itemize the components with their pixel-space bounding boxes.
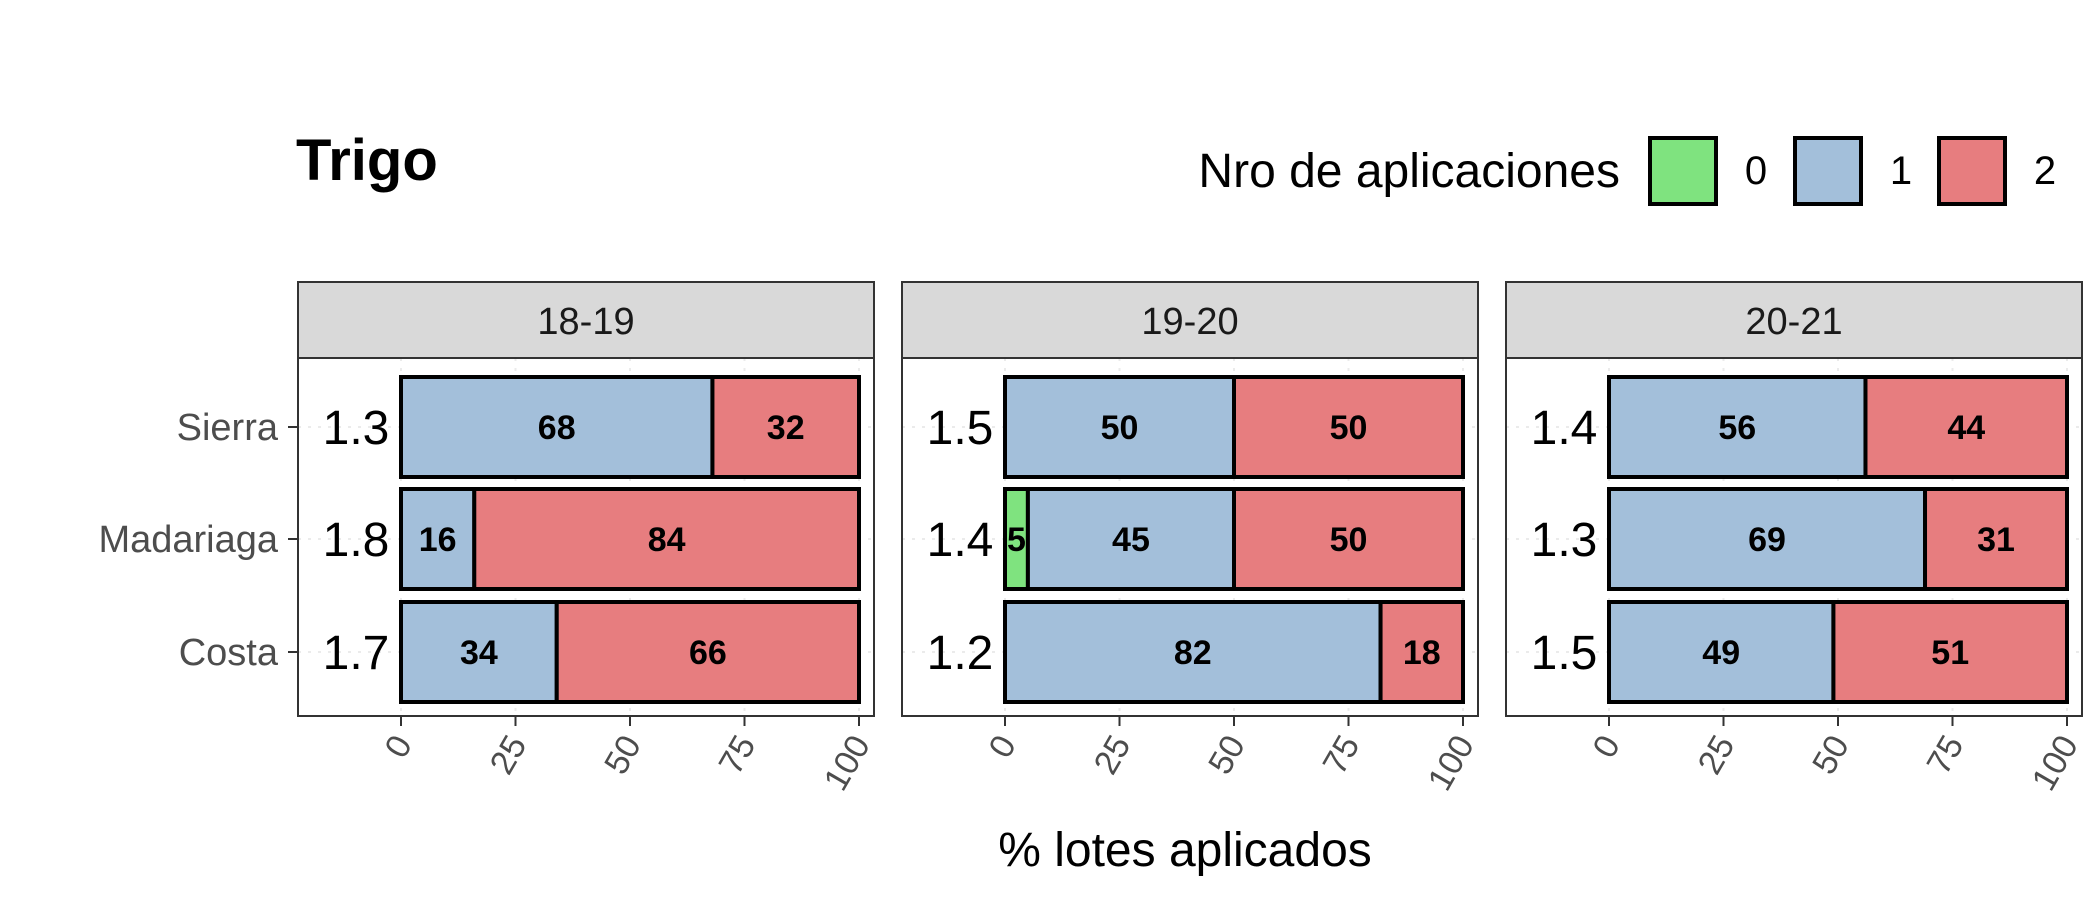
x-tick-label: 75	[712, 729, 764, 781]
x-tick-label: 50	[1805, 729, 1857, 781]
y-tick-label-costa: Costa	[179, 632, 279, 674]
mean-label: 1.7	[323, 627, 390, 680]
bar-value-label: 31	[1977, 521, 2015, 559]
legend-label-2: 2	[2034, 149, 2056, 193]
legend-key-1	[1793, 136, 1863, 206]
bar-value-label: 50	[1330, 521, 1368, 559]
x-tick-label: 25	[1691, 729, 1743, 781]
bar-value-label: 51	[1931, 634, 1969, 672]
bar-value-label: 50	[1101, 409, 1139, 447]
bar-value-label: 50	[1330, 409, 1368, 447]
mean-label: 1.5	[1531, 627, 1598, 680]
panel-19-20: 19-20 50 50 1.5 5 45 50 1.4 82 18 1.2 0 25 50 75 100	[901, 281, 1482, 797]
bar-value-label: 34	[460, 634, 498, 672]
bar-value-label: 68	[538, 409, 576, 447]
y-tick-label-sierra: Sierra	[177, 407, 279, 449]
bar-value-label: 66	[689, 634, 727, 672]
bar-value-label: 16	[419, 521, 457, 559]
panel-strip-label: 18-19	[537, 301, 634, 343]
panel-18-19: 18-19 68 32 1.3 16 84 1.8 34 66 1.7 0 25 50 75 100	[297, 281, 878, 797]
bar-segment-2	[710, 375, 861, 479]
bar-segment-2	[1232, 375, 1465, 479]
panel-border	[1505, 357, 2083, 717]
x-tick-label: 0	[378, 729, 420, 764]
bar-segment-2	[1863, 375, 2069, 479]
legend-key-2	[1937, 136, 2007, 206]
bar-segment-1	[1607, 487, 1928, 591]
x-tick-label: 25	[483, 729, 535, 781]
bar-value-label: 45	[1112, 521, 1150, 559]
panel-strip	[297, 281, 875, 359]
mean-label: 1.5	[927, 402, 994, 455]
legend-title: Nro de aplicaciones	[1198, 145, 1620, 198]
mean-label: 1.4	[927, 514, 994, 567]
x-tick-label: 100	[1421, 729, 1482, 797]
legend-key-0	[1648, 136, 1718, 206]
mean-label: 1.4	[1531, 402, 1598, 455]
panel-strip	[1505, 281, 2083, 359]
bar-value-label: 84	[648, 521, 686, 559]
mean-label: 1.3	[323, 402, 390, 455]
bar-value-label: 18	[1403, 634, 1441, 672]
x-tick-label: 100	[2025, 729, 2086, 797]
bar-segment-2	[472, 487, 861, 591]
x-tick-label: 25	[1087, 729, 1139, 781]
bar-segment-2	[1232, 487, 1465, 591]
mean-label: 1.2	[927, 627, 994, 680]
legend-label-1: 1	[1890, 149, 1912, 193]
x-tick-label: 0	[1586, 729, 1628, 764]
legend: Nro de aplicaciones 0 1 2	[1198, 136, 2056, 206]
x-tick-label: 50	[597, 729, 649, 781]
x-tick-label: 50	[1201, 729, 1253, 781]
bar-segment-2	[1378, 600, 1466, 704]
x-tick-label: 75	[1316, 729, 1368, 781]
legend-label-0: 0	[1745, 149, 1767, 193]
mean-label: 1.3	[1531, 514, 1598, 567]
x-axis-title: % lotes aplicados	[998, 824, 1372, 877]
bar-value-label: 49	[1702, 634, 1740, 672]
panel-border	[901, 357, 1479, 717]
x-tick-label: 100	[817, 729, 878, 797]
panel-20-21: 20-21 56 44 1.4 69 31 1.3 49 51 1.5 0 25 50 75 100	[1505, 281, 2086, 797]
panel-border	[297, 357, 875, 717]
bar-value-label: 82	[1174, 634, 1212, 672]
chart-title: Trigo	[296, 128, 438, 193]
bar-segment-1	[1003, 375, 1236, 479]
bar-value-label: 69	[1748, 521, 1786, 559]
bar-segment-1	[399, 487, 477, 591]
mean-label: 1.8	[323, 514, 390, 567]
y-tick-label-madariaga: Madariaga	[98, 519, 278, 561]
bar-segment-1	[1003, 600, 1383, 704]
bar-segment-1	[399, 375, 715, 479]
panel-strip-label: 19-20	[1141, 301, 1238, 343]
bar-value-label: 32	[767, 409, 805, 447]
bar-value-label: 5	[1007, 521, 1026, 559]
panel-strip-label: 20-21	[1745, 301, 1842, 343]
bar-segment-2	[1831, 600, 2070, 704]
bar-segment-2	[1923, 487, 2070, 591]
bar-value-label: 56	[1718, 409, 1756, 447]
x-tick-label: 0	[982, 729, 1024, 764]
bar-segment-1	[399, 600, 559, 704]
bar-value-label: 44	[1947, 409, 1985, 447]
bar-segment-2	[554, 600, 861, 704]
x-tick-label: 75	[1920, 729, 1972, 781]
y-axis: Sierra Madariaga Costa	[98, 407, 298, 674]
